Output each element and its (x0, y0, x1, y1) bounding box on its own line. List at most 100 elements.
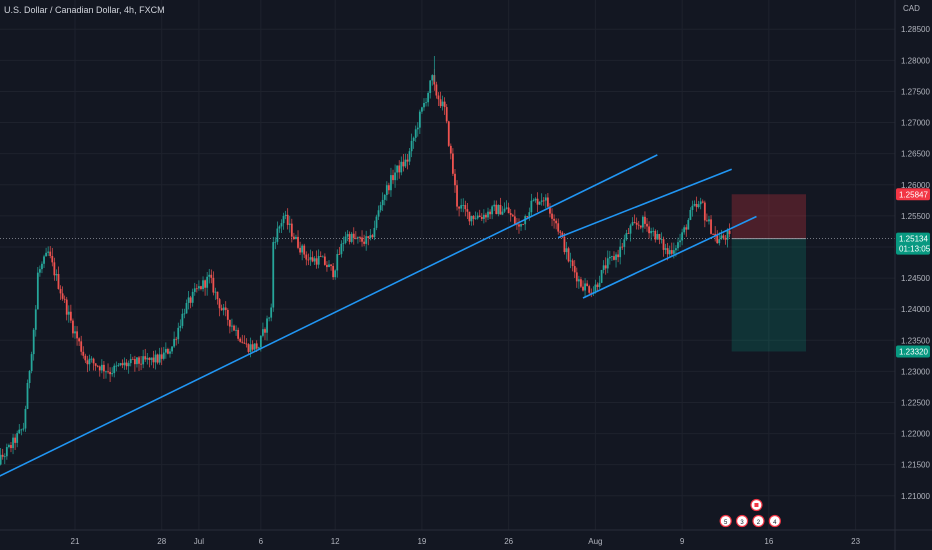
candle-body (468, 211, 471, 222)
candle-body (522, 223, 525, 225)
candle-body (499, 204, 502, 215)
candle (712, 233, 714, 236)
candle (212, 271, 215, 296)
candle-body (63, 298, 66, 300)
candle-body (555, 220, 558, 224)
price-axis[interactable]: 1.28500 1.28000 1.27500 1.27000 1.26500 1.260… (901, 25, 930, 501)
candle-body (125, 362, 128, 367)
price-tick-label: 1.28500 (901, 25, 930, 34)
candle-body (421, 107, 423, 112)
candle-body (204, 280, 206, 288)
candle-body (371, 235, 374, 238)
candle (662, 236, 665, 257)
candle (348, 231, 351, 245)
candle (511, 213, 514, 217)
candle (699, 197, 702, 210)
stop-price-tag: 1.25847 (896, 188, 930, 201)
candle-body (441, 101, 444, 107)
candle (8, 443, 10, 449)
candle-body (381, 199, 384, 206)
candle-body (720, 235, 723, 240)
candle-body (588, 286, 591, 293)
candle-body (414, 129, 417, 138)
candle-body (398, 165, 401, 173)
candle-body (520, 223, 522, 227)
candle-body (491, 206, 494, 215)
candle-body (406, 159, 409, 162)
candle (495, 200, 498, 215)
candle (509, 209, 512, 222)
event-marker[interactable]: 3 (735, 514, 749, 528)
candle (520, 223, 522, 231)
event-marker-count: 5 (724, 520, 728, 526)
candle (677, 237, 679, 251)
time-tick-label: Jul (194, 537, 204, 546)
candle (621, 242, 624, 250)
candle (36, 266, 39, 310)
trendline[interactable] (0, 154, 658, 488)
candle (226, 308, 229, 326)
candle-body (330, 264, 332, 266)
candle-body (489, 211, 491, 215)
candle-body (425, 102, 427, 104)
candle-body (233, 325, 235, 331)
time-axis[interactable]: 2128Jul6121926Aug91623Sep (71, 537, 932, 546)
candle-body (507, 207, 510, 214)
candle-body (482, 214, 485, 219)
trendline[interactable] (557, 168, 732, 239)
candle-body (146, 357, 149, 360)
candle (726, 228, 729, 248)
candle-body (280, 223, 283, 227)
candle-body (152, 357, 155, 363)
candle (22, 422, 25, 432)
candle (670, 242, 673, 257)
trendline[interactable] (582, 215, 757, 299)
candle-body (307, 259, 310, 261)
candle-body (571, 260, 574, 267)
candle (326, 261, 328, 272)
candle-body (683, 227, 686, 233)
candle (357, 236, 359, 244)
candle (582, 280, 584, 292)
candle-body (90, 358, 93, 360)
trendlines[interactable] (0, 154, 757, 488)
candle (280, 219, 283, 233)
candle-body (644, 216, 646, 224)
candle-body (699, 201, 702, 205)
candle-body (613, 256, 615, 260)
stop-loss-zone[interactable] (731, 194, 807, 239)
candle (683, 225, 686, 235)
candle (72, 318, 74, 338)
candle (416, 122, 419, 137)
candle-body (82, 351, 85, 356)
event-marker[interactable]: 2 (752, 514, 765, 528)
economic-events[interactable]: 5 3 2 4 (719, 498, 781, 528)
candle-body (131, 358, 134, 360)
candle-body (447, 121, 450, 146)
candle-body (117, 365, 120, 366)
candle (152, 350, 155, 369)
candle (63, 295, 66, 304)
take-profit-zone[interactable] (731, 238, 807, 352)
candle-body (49, 251, 52, 256)
candle-body (239, 338, 242, 342)
candle (596, 282, 599, 292)
event-marker[interactable]: 4 (768, 514, 781, 528)
candle (233, 324, 235, 332)
candle (189, 295, 192, 309)
candle-body (206, 276, 209, 288)
position-tool[interactable] (731, 194, 807, 352)
event-marker-count: 2 (757, 520, 761, 526)
candle (266, 315, 268, 341)
candle (175, 336, 178, 346)
candle-body (551, 213, 553, 219)
event-marker-flag[interactable] (750, 498, 763, 512)
candle-body (127, 363, 130, 367)
candle-body (278, 226, 281, 229)
candle-body (365, 236, 368, 244)
event-marker[interactable]: 5 (719, 514, 732, 528)
price-tick-label: 1.26000 (901, 181, 930, 190)
candle-body (532, 200, 535, 202)
candle (474, 211, 477, 220)
